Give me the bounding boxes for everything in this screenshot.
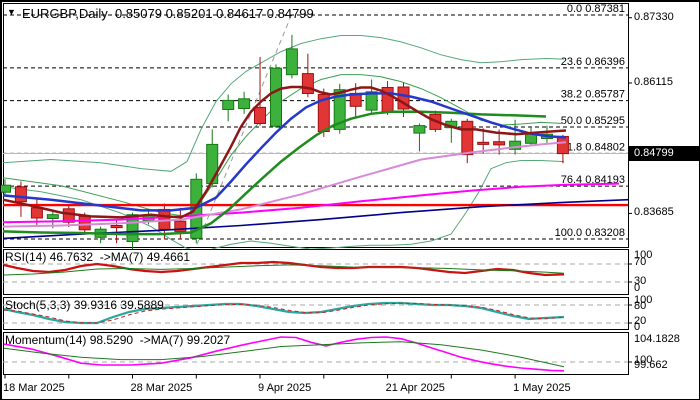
- rsi-indicator-label: RSI(14) 46.7632 ->MA(7) 49.4661: [5, 250, 191, 264]
- rsi-scale-label: 70: [634, 256, 647, 268]
- chart-marker-icon[interactable]: ▼: [7, 7, 16, 17]
- candle-body: [461, 120, 474, 156]
- momentum-scale-label: 99.662: [634, 359, 668, 371]
- momentum-line: [3, 341, 565, 368]
- main-chart-overlays: [2, 85, 629, 240]
- main-chart-background: 0.0 0.87381 23.6 0.86396 38.2 0.85787 50.0 …: [2, 3, 628, 253]
- candle-body: [285, 48, 298, 76]
- rsi-scale-label: 30: [634, 275, 647, 287]
- ma-violet: [2, 141, 567, 228]
- stoch-indicator-label: Stoch(5,3,3) 39.9316 39.5889: [5, 298, 164, 312]
- stoch-scale-label: 20: [634, 315, 647, 327]
- date-label: 21 Apr 2025: [386, 382, 445, 394]
- rsi-panel[interactable]: [3, 249, 632, 295]
- chart-title: EURGBP,Daily 0.85079 0.85201 0.84617 0.8…: [22, 6, 314, 21]
- momentum-line: [3, 336, 565, 372]
- price-axis-label: 0.87330: [634, 11, 674, 23]
- momentum-scale-label: 104.1828: [634, 333, 680, 345]
- bollinger-middle: [2, 74, 565, 217]
- candle-body: [509, 140, 522, 150]
- candle-body: [254, 106, 266, 125]
- ma-maroon-thick: [2, 85, 567, 219]
- candle-body: [174, 220, 187, 232]
- candle-body: [158, 208, 171, 230]
- rsi-line: [3, 264, 565, 276]
- ohlc-values: 0.85079 0.85201 0.84617 0.84799: [114, 6, 314, 21]
- candle-body: [14, 186, 27, 203]
- momentum-panel[interactable]: [3, 332, 632, 375]
- candle-body: [270, 67, 282, 127]
- rsi-scale-label: 0: [634, 282, 641, 294]
- candle-body: [46, 214, 59, 219]
- price-axis-label: 0.86115: [634, 76, 673, 88]
- candle-body: [78, 215, 91, 231]
- candle-body: [413, 125, 426, 134]
- candle-body: [1, 184, 11, 193]
- rsi-line: [3, 260, 565, 277]
- stoch-panel-border: [3, 297, 629, 330]
- momentum-indicator-label: Momentum(14) 98.5290 ->MA(7) 99.2027: [5, 333, 231, 347]
- ohlc-readout: [108, 6, 115, 21]
- stoch-scale-label: 80: [634, 300, 647, 312]
- price-axis-label: 0.83685: [634, 206, 674, 218]
- rsi-scale-label: 100: [634, 249, 653, 261]
- candle-body: [222, 99, 235, 111]
- candle-body: [397, 86, 410, 110]
- date-label: 9 Apr 2025: [258, 382, 311, 394]
- date-label: 1 May 2025: [513, 382, 570, 394]
- candle-body: [301, 73, 314, 94]
- candle-body: [110, 225, 123, 229]
- candle-body: [365, 91, 378, 111]
- fib-level-label: 50.0 0.85295: [561, 115, 625, 127]
- fib-level-label: 100.0 0.83208: [555, 227, 625, 239]
- candle-body: [30, 207, 43, 219]
- stoch-scale-label: 0: [634, 321, 641, 333]
- ma-green-thick: [2, 110, 547, 236]
- candle-body: [525, 133, 537, 144]
- fib-level-label: 23.6 0.86396: [561, 56, 625, 68]
- candle-body: [477, 141, 490, 145]
- momentum-scale-label: 100: [634, 354, 653, 366]
- stoch-scale-label: 100: [634, 294, 653, 306]
- symbol-label: EURGBP,Daily: [22, 6, 108, 21]
- candle-body: [556, 135, 569, 155]
- candle-body: [206, 143, 219, 185]
- candle-body: [126, 214, 139, 242]
- stoch-line: [3, 302, 565, 324]
- date-label: 18 Mar 2025: [3, 382, 65, 394]
- current-price-badge: 0.84799: [629, 146, 699, 161]
- candle-body: [333, 89, 346, 130]
- candlesticks[interactable]: [1, 34, 569, 250]
- bollinger-upper: [2, 35, 565, 172]
- ma-blue-thick: [2, 92, 567, 212]
- candle-body: [238, 98, 251, 110]
- fib-level-label: 61.8 0.84802: [561, 141, 625, 153]
- ma-magenta: [2, 182, 620, 224]
- fib-level-label: 0.0 0.87381: [567, 3, 625, 15]
- main-plot-border: [3, 3, 629, 248]
- date-label: 28 Mar 2025: [131, 382, 193, 394]
- fib-level-label: 38.2 0.85787: [561, 89, 625, 101]
- stoch-panel[interactable]: [3, 297, 632, 330]
- candle-body: [493, 141, 506, 146]
- date-axis[interactable]: 18 Mar 2025 28 Mar 2025 9 Apr 2025 21 Apr 2…: [3, 374, 571, 394]
